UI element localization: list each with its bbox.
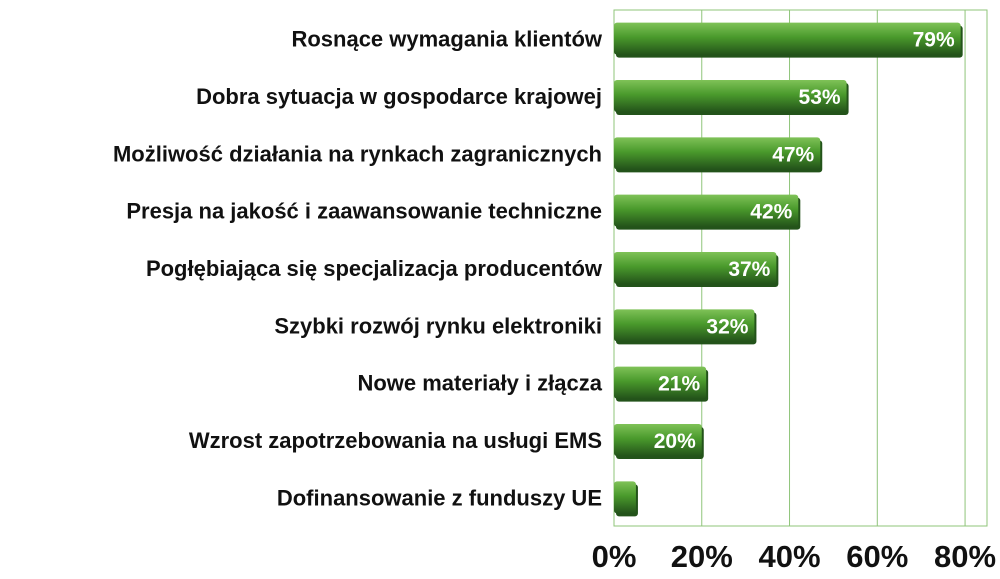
bar [614, 481, 636, 514]
tick-label: 40% [759, 539, 821, 574]
tick-label: 60% [846, 539, 908, 574]
category-label: Rosnące wymagania klientów [291, 27, 602, 52]
category-label: Możliwość działania na rynkach zagranicz… [113, 141, 602, 166]
bar [614, 252, 777, 284]
category-label: Dofinansowanie z funduszy UE [277, 485, 602, 510]
bar [614, 137, 821, 170]
bar [614, 80, 847, 112]
x-axis-ticks: 0% 20% 40% 60% 80% [592, 539, 996, 574]
category-label: Pogłębiająca się specjalizacja producent… [146, 256, 603, 281]
data-label: 42% [750, 201, 792, 224]
data-label: 21% [658, 373, 700, 396]
bars-layer: 79% 53% 47% 42% 37% 32% 21% 20% [614, 22, 963, 517]
data-label: 20% [654, 430, 696, 453]
category-label: Szybki rozwój rynku elektroniki [274, 313, 602, 338]
category-label: Presja na jakość i zaawansowanie technic… [126, 199, 602, 224]
tick-label: 0% [592, 539, 637, 574]
data-label: 47% [772, 143, 814, 166]
bar [614, 22, 961, 55]
category-label: Wzrost zapotrzebowania na usługi EMS [189, 428, 602, 453]
data-label: 32% [706, 315, 748, 338]
data-label: 53% [799, 86, 841, 109]
category-label: Dobra sytuacja w gospodarce krajowej [196, 84, 602, 109]
tick-label: 80% [934, 539, 996, 574]
category-label: Nowe materiały i złącza [357, 371, 602, 396]
data-label: 37% [728, 258, 770, 281]
bar [614, 424, 702, 456]
tick-label: 20% [671, 539, 733, 574]
bar [614, 309, 755, 342]
bar [614, 366, 707, 399]
category-labels: Rosnące wymagania klientów Dobra sytuacja… [113, 27, 603, 511]
bar [614, 194, 799, 227]
data-label: 79% [913, 29, 955, 52]
